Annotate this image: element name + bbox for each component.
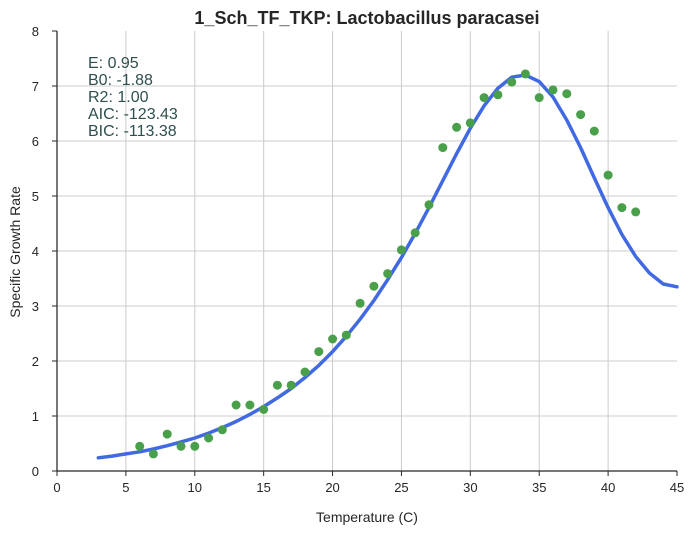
x-tick-labels: 0 5 10 15 20 25 30 35 40 45 xyxy=(53,480,684,495)
y-tick-label: 7 xyxy=(32,79,39,94)
x-tick-label: 5 xyxy=(122,480,129,495)
data-point xyxy=(603,170,613,180)
data-point xyxy=(231,400,241,410)
data-point xyxy=(259,404,269,414)
data-point xyxy=(245,400,255,410)
data-point xyxy=(589,126,599,136)
data-point xyxy=(286,380,296,390)
grid xyxy=(57,31,677,471)
data-points xyxy=(135,69,641,459)
data-point xyxy=(341,330,351,340)
fit-stat-line: AIC: -123.43 xyxy=(88,106,178,123)
data-point xyxy=(217,425,227,435)
data-point xyxy=(576,110,586,120)
y-tick-label: 1 xyxy=(32,409,39,424)
y-tick-labels: 0 1 2 3 4 5 6 7 8 xyxy=(32,24,39,479)
data-point xyxy=(204,433,214,443)
y-tick-label: 0 xyxy=(32,464,39,479)
fit-curve-layer xyxy=(96,73,679,460)
data-point xyxy=(162,429,172,439)
y-tick-label: 4 xyxy=(32,244,39,259)
y-tick-label: 8 xyxy=(32,24,39,39)
y-tick-label: 5 xyxy=(32,189,39,204)
data-point xyxy=(465,118,475,128)
data-point xyxy=(424,200,434,210)
data-point xyxy=(548,85,558,95)
data-point xyxy=(534,93,544,103)
x-tick-label: 0 xyxy=(53,480,60,495)
y-tick-label: 3 xyxy=(32,299,39,314)
x-tick-label: 35 xyxy=(532,480,546,495)
data-point xyxy=(314,347,324,357)
data-point xyxy=(176,441,186,451)
fit-curve xyxy=(96,73,679,460)
data-point xyxy=(479,93,489,103)
data-point xyxy=(355,298,365,308)
data-point xyxy=(148,449,158,459)
data-point xyxy=(369,281,379,291)
data-point xyxy=(617,203,627,213)
x-tick-label: 30 xyxy=(463,480,477,495)
data-point xyxy=(328,334,338,344)
data-point xyxy=(135,441,145,451)
data-point xyxy=(452,122,462,132)
x-tick-label: 25 xyxy=(394,480,408,495)
chart-title: 1_Sch_TF_TKP: Lactobacillus paracasei xyxy=(194,8,539,28)
fit-stat-line: E: 0.95 xyxy=(88,55,139,72)
data-point xyxy=(190,441,200,451)
data-point xyxy=(562,89,572,99)
data-point xyxy=(438,143,448,153)
x-axis-label: Temperature (C) xyxy=(316,509,418,525)
fit-stat-line: R2: 1.00 xyxy=(88,89,149,106)
y-tick-label: 2 xyxy=(32,354,39,369)
axes xyxy=(52,30,678,476)
fit-stat-line: B0: -1.88 xyxy=(88,72,153,89)
x-tick-label: 45 xyxy=(670,480,684,495)
data-point xyxy=(383,269,393,279)
x-tick-label: 15 xyxy=(256,480,270,495)
data-point xyxy=(272,380,282,390)
data-point xyxy=(410,228,420,238)
y-tick-label: 6 xyxy=(32,134,39,149)
data-point xyxy=(520,69,530,79)
x-tick-label: 40 xyxy=(601,480,615,495)
x-tick-label: 20 xyxy=(325,480,339,495)
data-point xyxy=(507,77,517,87)
fit-stat-line: BIC: -113.38 xyxy=(88,123,177,140)
data-point xyxy=(300,367,310,377)
y-axis-label: Specific Growth Rate xyxy=(7,186,23,318)
data-point xyxy=(493,90,503,100)
data-point xyxy=(396,245,406,255)
data-point xyxy=(631,207,641,217)
x-tick-label: 10 xyxy=(188,480,202,495)
